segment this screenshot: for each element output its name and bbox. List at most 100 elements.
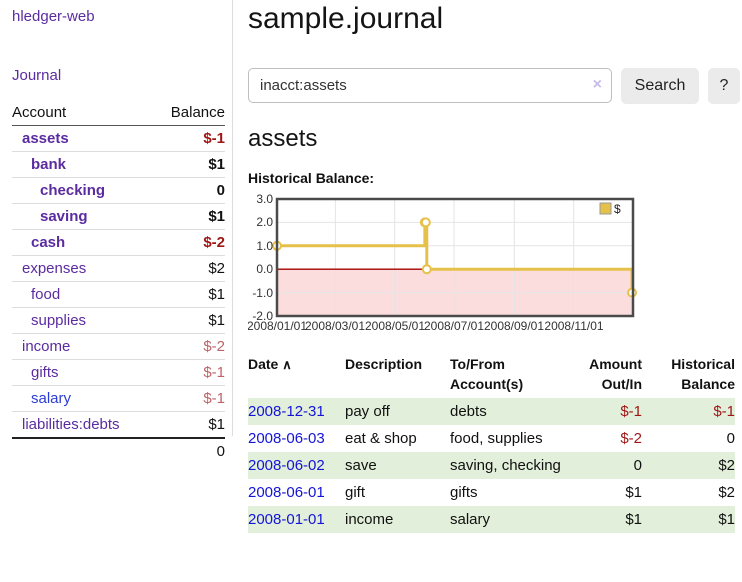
x-tick-label: 2008/07/01 (424, 319, 484, 333)
y-tick-label: -2.0 (252, 309, 273, 323)
account-balance: $1 (208, 416, 225, 433)
sidebar: hledger-web Journal Account Balance asse… (0, 0, 233, 460)
col-date[interactable]: Date ∧ (248, 356, 292, 372)
account-link-expenses[interactable]: expenses (22, 260, 87, 277)
main-content: sample.journal × Search ? assets Histori… (248, 0, 742, 533)
accounts-header-account: Account (12, 100, 119, 126)
col-balance[interactable]: Historical Balance (671, 356, 735, 392)
register-table: Date ∧ Description To/From Account(s) Am… (248, 352, 735, 533)
y-tick-label: 2.0 (256, 215, 273, 229)
x-tick-label: 2008/03/01 (305, 319, 365, 333)
transaction-accounts: food, supplies (450, 430, 543, 447)
account-link-income[interactable]: income (22, 338, 71, 355)
transaction-balance: $2 (642, 452, 735, 479)
account-balance: $-1 (203, 390, 225, 407)
transaction-accounts: saving, checking (450, 452, 562, 479)
transaction-description: pay off (345, 398, 450, 425)
transaction-balance: 0 (726, 430, 735, 447)
account-link-liabilities-debts[interactable]: liabilities:debts (22, 416, 120, 433)
account-link-gifts[interactable]: gifts (31, 364, 59, 381)
chart-border (275, 197, 635, 318)
transaction-balance: $1 (642, 506, 735, 533)
transaction-amount: $1 (625, 484, 642, 501)
account-row: cash $-2 (12, 230, 225, 256)
transaction-balance: $-1 (642, 398, 735, 425)
x-tick-label: 2008/09/01 (484, 319, 544, 333)
register-row: 2008-12-31 pay off debts $-1 $-1 (248, 398, 735, 425)
account-link-food[interactable]: food (31, 286, 61, 303)
register-row: 2008-06-01 gift gifts $1 $2 (248, 479, 735, 506)
transaction-description: eat & shop (345, 430, 417, 447)
y-tick-label: 3.0 (256, 193, 273, 206)
accounts-total-row: 0 (12, 438, 225, 464)
x-tick-label: 2008/05/01 (365, 319, 425, 333)
account-balance: $1 (208, 312, 225, 329)
transaction-date-link[interactable]: 2008-12-31 (248, 403, 325, 420)
account-row: expenses $2 (12, 256, 225, 282)
account-balance: $-1 (203, 130, 225, 147)
x-tick-label: 2008/01/01 (248, 319, 307, 333)
transaction-description: save (345, 452, 450, 479)
transaction-accounts: gifts (450, 484, 478, 501)
account-row: salary $-1 (12, 386, 225, 412)
col-accounts[interactable]: To/From Account(s) (450, 356, 524, 392)
account-row: supplies $1 (12, 308, 225, 334)
search-form: × Search ? (248, 68, 742, 104)
transaction-date-link[interactable]: 2008-06-02 (248, 457, 325, 474)
account-row: checking 0 (12, 178, 225, 204)
accounts-header-row: Account Balance (12, 100, 225, 126)
account-balance: $-2 (203, 338, 225, 355)
legend-swatch (599, 202, 612, 215)
account-row: food $1 (12, 282, 225, 308)
transaction-amount: $-2 (620, 430, 642, 447)
transaction-date-link[interactable]: 2008-06-01 (248, 484, 325, 501)
brand-link[interactable]: hledger-web (12, 8, 95, 25)
col-amount[interactable]: Amount Out/In (589, 356, 642, 392)
chart-label: Historical Balance: (248, 170, 375, 186)
y-tick-label: -1.0 (252, 286, 273, 300)
account-balance: $-2 (203, 234, 225, 251)
transaction-date-link[interactable]: 2008-06-03 (248, 430, 325, 447)
account-link-supplies[interactable]: supplies (31, 312, 87, 329)
account-link-saving[interactable]: saving (40, 208, 88, 225)
register-row: 2008-01-01 income salary $1 $1 (248, 506, 735, 533)
clear-search-icon[interactable]: × (592, 76, 602, 93)
account-balance: 0 (216, 182, 225, 199)
account-balance: $1 (208, 208, 225, 225)
account-link-bank[interactable]: bank (31, 156, 67, 173)
page-title: sample.journal (248, 2, 444, 35)
transaction-amount: $1 (562, 506, 642, 533)
legend-label: $ (614, 202, 621, 216)
account-balance: $2 (208, 260, 225, 277)
account-row: assets $-1 (12, 126, 225, 152)
historical-balance-chart: 3.0 2.0 1.0 0.0 -1.0 -2.0 2008/01/01 200… (248, 193, 742, 338)
account-balance: $1 (208, 286, 225, 303)
accounts-total-balance: 0 (216, 443, 225, 460)
x-tick-label: 2008/11/01 (544, 319, 603, 333)
account-row: liabilities:debts $1 (12, 412, 225, 438)
y-tick-label: 1.0 (256, 239, 273, 253)
account-link-checking[interactable]: checking (40, 182, 106, 199)
account-row: saving $1 (12, 204, 225, 230)
sort-asc-icon: ∧ (282, 357, 292, 372)
help-button[interactable]: ? (708, 68, 740, 104)
account-link-cash[interactable]: cash (31, 234, 66, 251)
col-description[interactable]: Description (345, 356, 423, 372)
account-row: bank $1 (12, 152, 225, 178)
account-link-salary[interactable]: salary (31, 390, 72, 407)
transaction-amount: $-1 (562, 398, 642, 425)
accounts-table: Account Balance assets $-1 bank $1 check… (12, 100, 225, 464)
transaction-accounts: debts (450, 398, 562, 425)
register-row: 2008-06-03 eat & shop food, supplies $-2… (248, 425, 735, 452)
account-link-assets[interactable]: assets (22, 130, 69, 147)
transaction-description: gift (345, 484, 366, 501)
account-row: income $-2 (12, 334, 225, 360)
search-input[interactable] (248, 68, 612, 103)
transaction-description: income (345, 506, 450, 533)
transaction-amount: 0 (562, 452, 642, 479)
search-button[interactable]: Search (621, 68, 699, 104)
nav-journal-link[interactable]: Journal (12, 67, 62, 84)
transaction-date-link[interactable]: 2008-01-01 (248, 511, 325, 528)
account-balance: $1 (208, 156, 225, 173)
transaction-balance: $2 (718, 484, 735, 501)
